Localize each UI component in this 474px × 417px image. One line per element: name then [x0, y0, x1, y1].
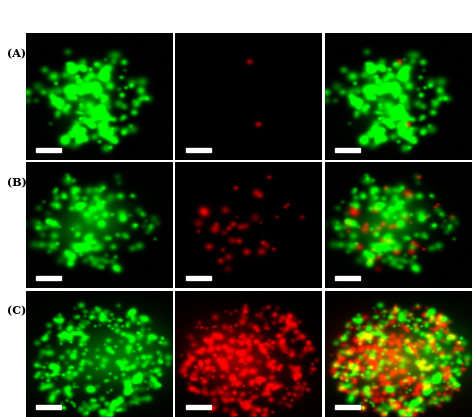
Text: (B): (B) — [7, 177, 27, 188]
Bar — [186, 405, 210, 409]
Bar — [335, 148, 360, 152]
Bar — [186, 276, 210, 280]
Bar — [335, 405, 360, 409]
Text: Dead: Dead — [232, 9, 265, 22]
Bar — [36, 405, 61, 409]
Bar — [335, 276, 360, 280]
Bar — [186, 148, 210, 152]
Bar — [36, 148, 61, 152]
Text: (A): (A) — [8, 48, 27, 60]
Text: (C): (C) — [7, 306, 27, 317]
Text: Merging: Merging — [371, 9, 425, 22]
Text: Live: Live — [86, 9, 113, 22]
Bar — [36, 276, 61, 280]
